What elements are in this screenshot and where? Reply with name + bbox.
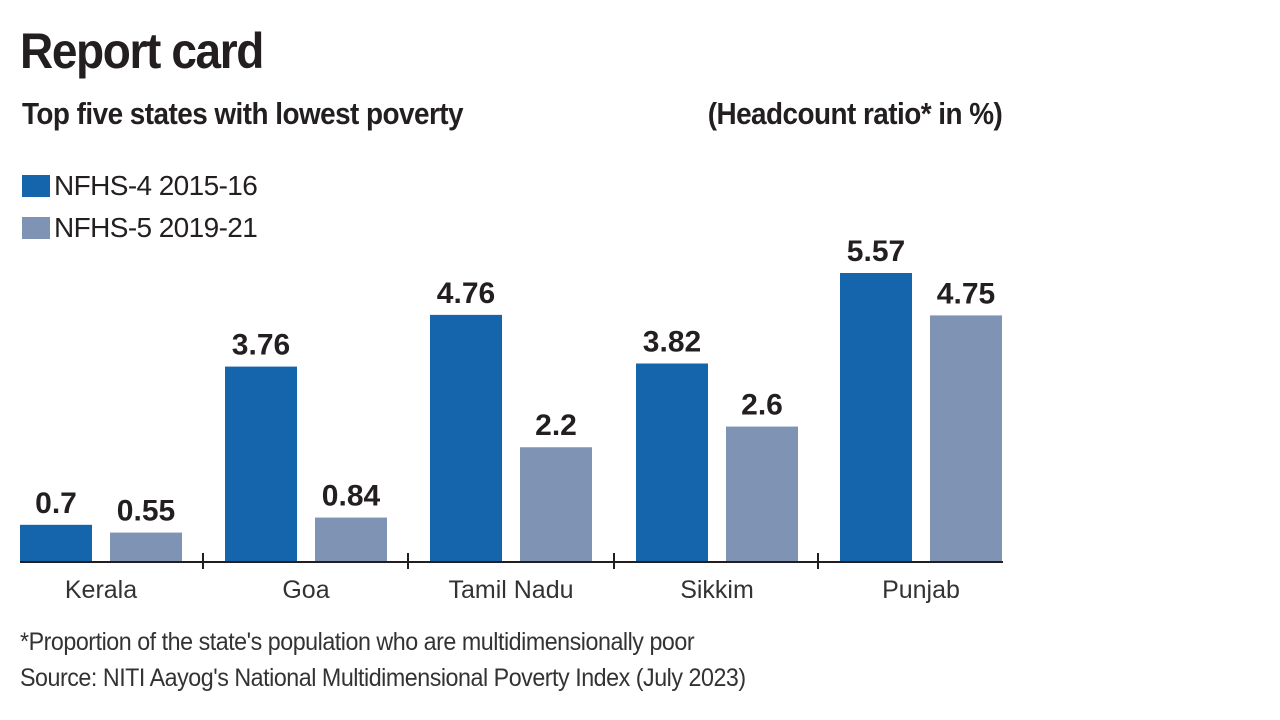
data-label: 2.6: [741, 389, 783, 422]
legend-swatch-nfhs4: [22, 175, 50, 197]
chart-subtitle: Top five states with lowest poverty: [22, 96, 464, 131]
data-label: 0.55: [117, 495, 175, 528]
footnote: *Proportion of the state's population wh…: [20, 628, 695, 656]
bar-sikkim-s1: [636, 363, 708, 561]
x-tick-label: Tamil Nadu: [448, 576, 573, 604]
bar-punjab-s2: [930, 315, 1002, 561]
data-label: 5.57: [847, 235, 905, 268]
bar-goa-s2: [315, 517, 387, 561]
bar-kerala-s2: [110, 532, 182, 561]
data-label: 3.76: [232, 329, 290, 362]
x-tick-label: Sikkim: [680, 576, 754, 604]
data-label: 0.7: [35, 487, 77, 520]
x-tick-label: Kerala: [65, 576, 137, 604]
bar-sikkim-s2: [726, 426, 798, 561]
legend-swatch-nfhs5: [22, 217, 50, 239]
source: Source: NITI Aayog's National Multidimen…: [20, 664, 746, 692]
legend-label-nfhs4: NFHS-4 2015-16: [54, 170, 258, 201]
legend-label-nfhs5: NFHS-5 2019-21: [54, 212, 258, 243]
data-label: 0.84: [322, 480, 381, 513]
data-label: 4.76: [437, 277, 495, 310]
bar-tamil-nadu-s1: [430, 314, 502, 561]
bar-goa-s1: [225, 366, 297, 561]
bar-punjab-s1: [840, 273, 912, 561]
data-label: 3.82: [643, 325, 701, 358]
unit-label: (Headcount ratio* in %): [707, 96, 1003, 131]
legend-item-nfhs5: NFHS-5 2019-21: [22, 212, 258, 244]
chart-title: Report card: [20, 23, 264, 79]
data-label: 2.2: [535, 409, 577, 442]
bar-kerala-s1: [20, 524, 92, 561]
bar-tamil-nadu-s2: [520, 447, 592, 561]
x-tick-label: Punjab: [882, 576, 960, 604]
legend-item-nfhs4: NFHS-4 2015-16: [22, 170, 258, 202]
x-tick-label: Goa: [282, 576, 329, 604]
data-label: 4.75: [937, 277, 995, 310]
